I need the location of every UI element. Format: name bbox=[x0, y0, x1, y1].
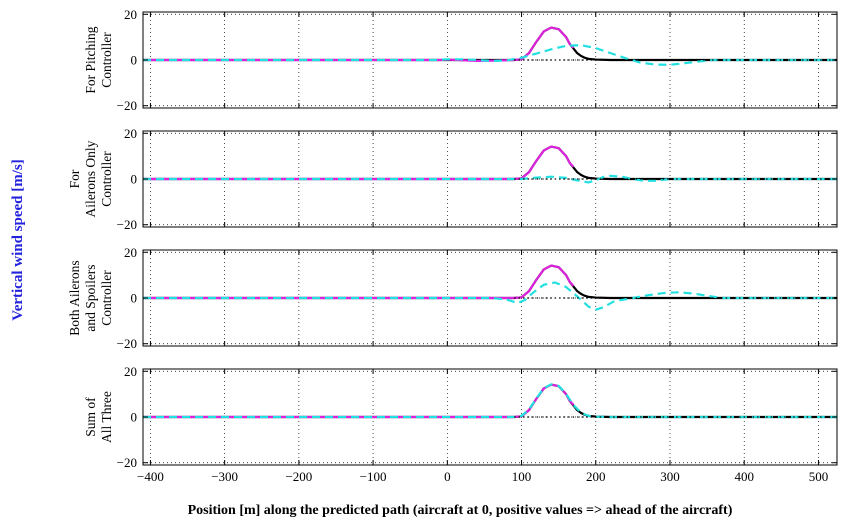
x-tick-label: −300 bbox=[211, 469, 238, 484]
panel-label-line: All Three bbox=[99, 391, 114, 443]
series-group bbox=[143, 264, 837, 311]
y-tick-label: 0 bbox=[131, 410, 138, 425]
y-tick-label: 0 bbox=[131, 172, 138, 187]
series-line-magenta-solid bbox=[143, 264, 575, 300]
y-tick-label: −20 bbox=[117, 336, 137, 351]
series-line-magenta-solid bbox=[143, 26, 575, 63]
y-tick-label: −20 bbox=[117, 98, 137, 113]
series-group bbox=[143, 26, 837, 66]
series-line-black-solid bbox=[143, 264, 837, 300]
x-tick-label: 100 bbox=[512, 469, 532, 484]
x-tick-label: 400 bbox=[734, 469, 754, 484]
x-tick-label: 0 bbox=[444, 469, 451, 484]
panel-label-line: For bbox=[67, 169, 82, 188]
panel-label-line: Controller bbox=[99, 32, 114, 88]
series-line-black-solid bbox=[143, 145, 837, 181]
panel-1: −20 0 20 For Pitching Controller bbox=[83, 7, 838, 113]
series-line-cyan-dashed bbox=[143, 44, 837, 66]
y-tick-label: −20 bbox=[117, 217, 137, 232]
series-line-cyan-dashed bbox=[143, 281, 837, 311]
y-tick-label: 20 bbox=[124, 245, 137, 260]
series-group bbox=[143, 145, 837, 184]
y-tick-label: 0 bbox=[131, 53, 138, 68]
series-group bbox=[143, 383, 837, 419]
x-tick-label: −200 bbox=[285, 469, 312, 484]
panel-label-line: Sum of bbox=[83, 397, 98, 437]
series-line-black-solid bbox=[143, 383, 837, 419]
series-line-cyan-dashed bbox=[143, 383, 837, 419]
x-tick-label: −100 bbox=[360, 469, 387, 484]
x-tick-label: 200 bbox=[586, 469, 606, 484]
x-tick-label: −400 bbox=[137, 469, 164, 484]
panel-2: −20 0 20 For Ailerons Only Controller bbox=[67, 126, 838, 232]
panel-label-line: Both Ailerons bbox=[67, 260, 82, 335]
panel-label-line: Controller bbox=[99, 270, 114, 326]
y-tick-label: 20 bbox=[124, 126, 137, 141]
panel-label-line: For Pitching bbox=[83, 26, 98, 93]
y-tick-label: 0 bbox=[131, 291, 138, 306]
panel-label-line: Ailerons Only bbox=[83, 140, 98, 217]
x-axis-label: Position [m] along the predicted path (a… bbox=[188, 503, 733, 518]
y-axis-label: Vertical wind speed [m/s] bbox=[10, 159, 26, 321]
series-line-cyan-dashed bbox=[143, 174, 837, 184]
series-line-magenta-solid bbox=[143, 383, 575, 419]
series-line-black-solid bbox=[143, 26, 837, 62]
panel-label-line: Controller bbox=[99, 151, 114, 207]
y-tick-label: −20 bbox=[117, 455, 137, 470]
x-tick-label: 300 bbox=[660, 469, 680, 484]
panel-label-line: and Spoilers bbox=[83, 264, 98, 331]
y-tick-label: 20 bbox=[124, 364, 137, 379]
series-line-magenta-solid bbox=[143, 145, 575, 181]
panel-3: −20 0 20 Both Ailerons and Spoilers Controlle… bbox=[67, 245, 838, 351]
y-tick-label: 20 bbox=[124, 7, 137, 22]
x-tick-label: 500 bbox=[809, 469, 829, 484]
